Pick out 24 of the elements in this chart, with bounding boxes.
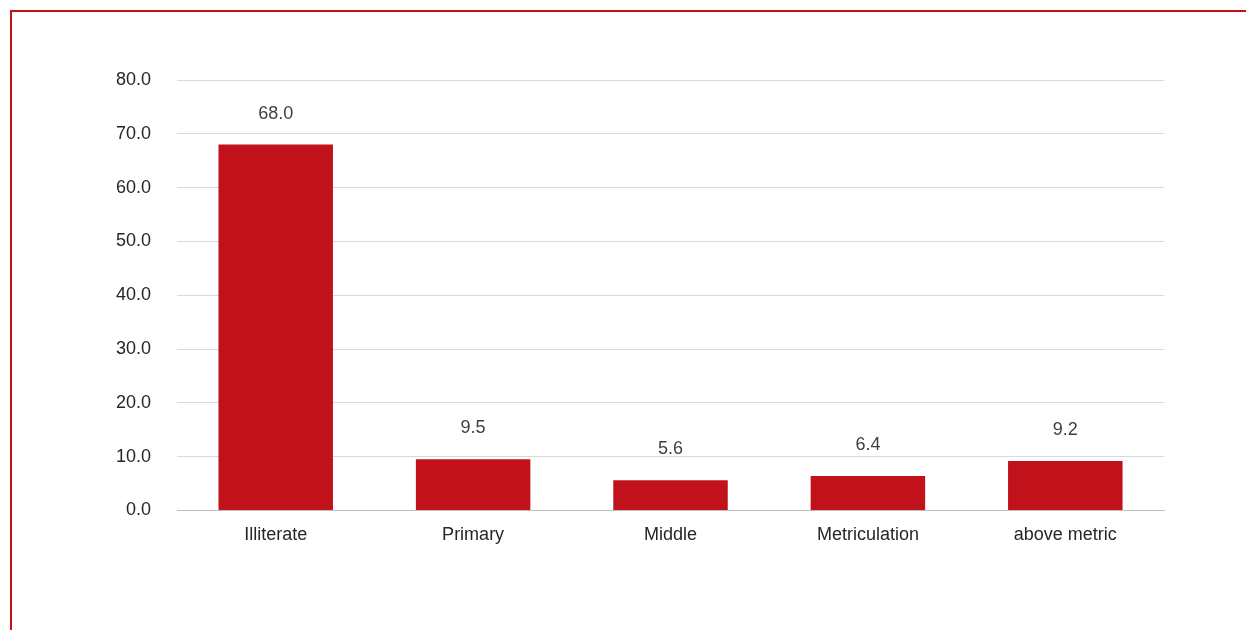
bar: [613, 480, 728, 510]
y-tick-label: 60.0: [115, 176, 152, 197]
y-tick-label: 0.0: [126, 499, 152, 520]
bar: [810, 475, 926, 510]
bar: [415, 459, 531, 510]
data-label: 6.4: [855, 433, 881, 454]
x-tick-label: Metriculation: [816, 524, 919, 545]
data-label: 68.0: [258, 102, 294, 123]
y-tick-label: 10.0: [115, 445, 152, 466]
data-label: 5.6: [658, 438, 684, 459]
bar: [218, 144, 333, 510]
y-tick-label: 80.0: [115, 68, 152, 89]
x-tick-label: above metric: [1013, 524, 1117, 545]
bar: [1008, 460, 1123, 510]
y-tick-label: 50.0: [115, 230, 152, 251]
y-tick-label: 40.0: [115, 284, 152, 305]
y-tick-label: 20.0: [115, 391, 152, 412]
x-tick-label: Middle: [644, 524, 698, 545]
y-tick-label: 70.0: [115, 122, 152, 143]
y-tick-label: 30.0: [115, 337, 152, 358]
x-tick-label: Primary: [442, 524, 505, 545]
data-label: 9.5: [460, 417, 486, 438]
x-tick-label: Illiterate: [244, 524, 308, 545]
data-label: 9.2: [1052, 418, 1078, 439]
